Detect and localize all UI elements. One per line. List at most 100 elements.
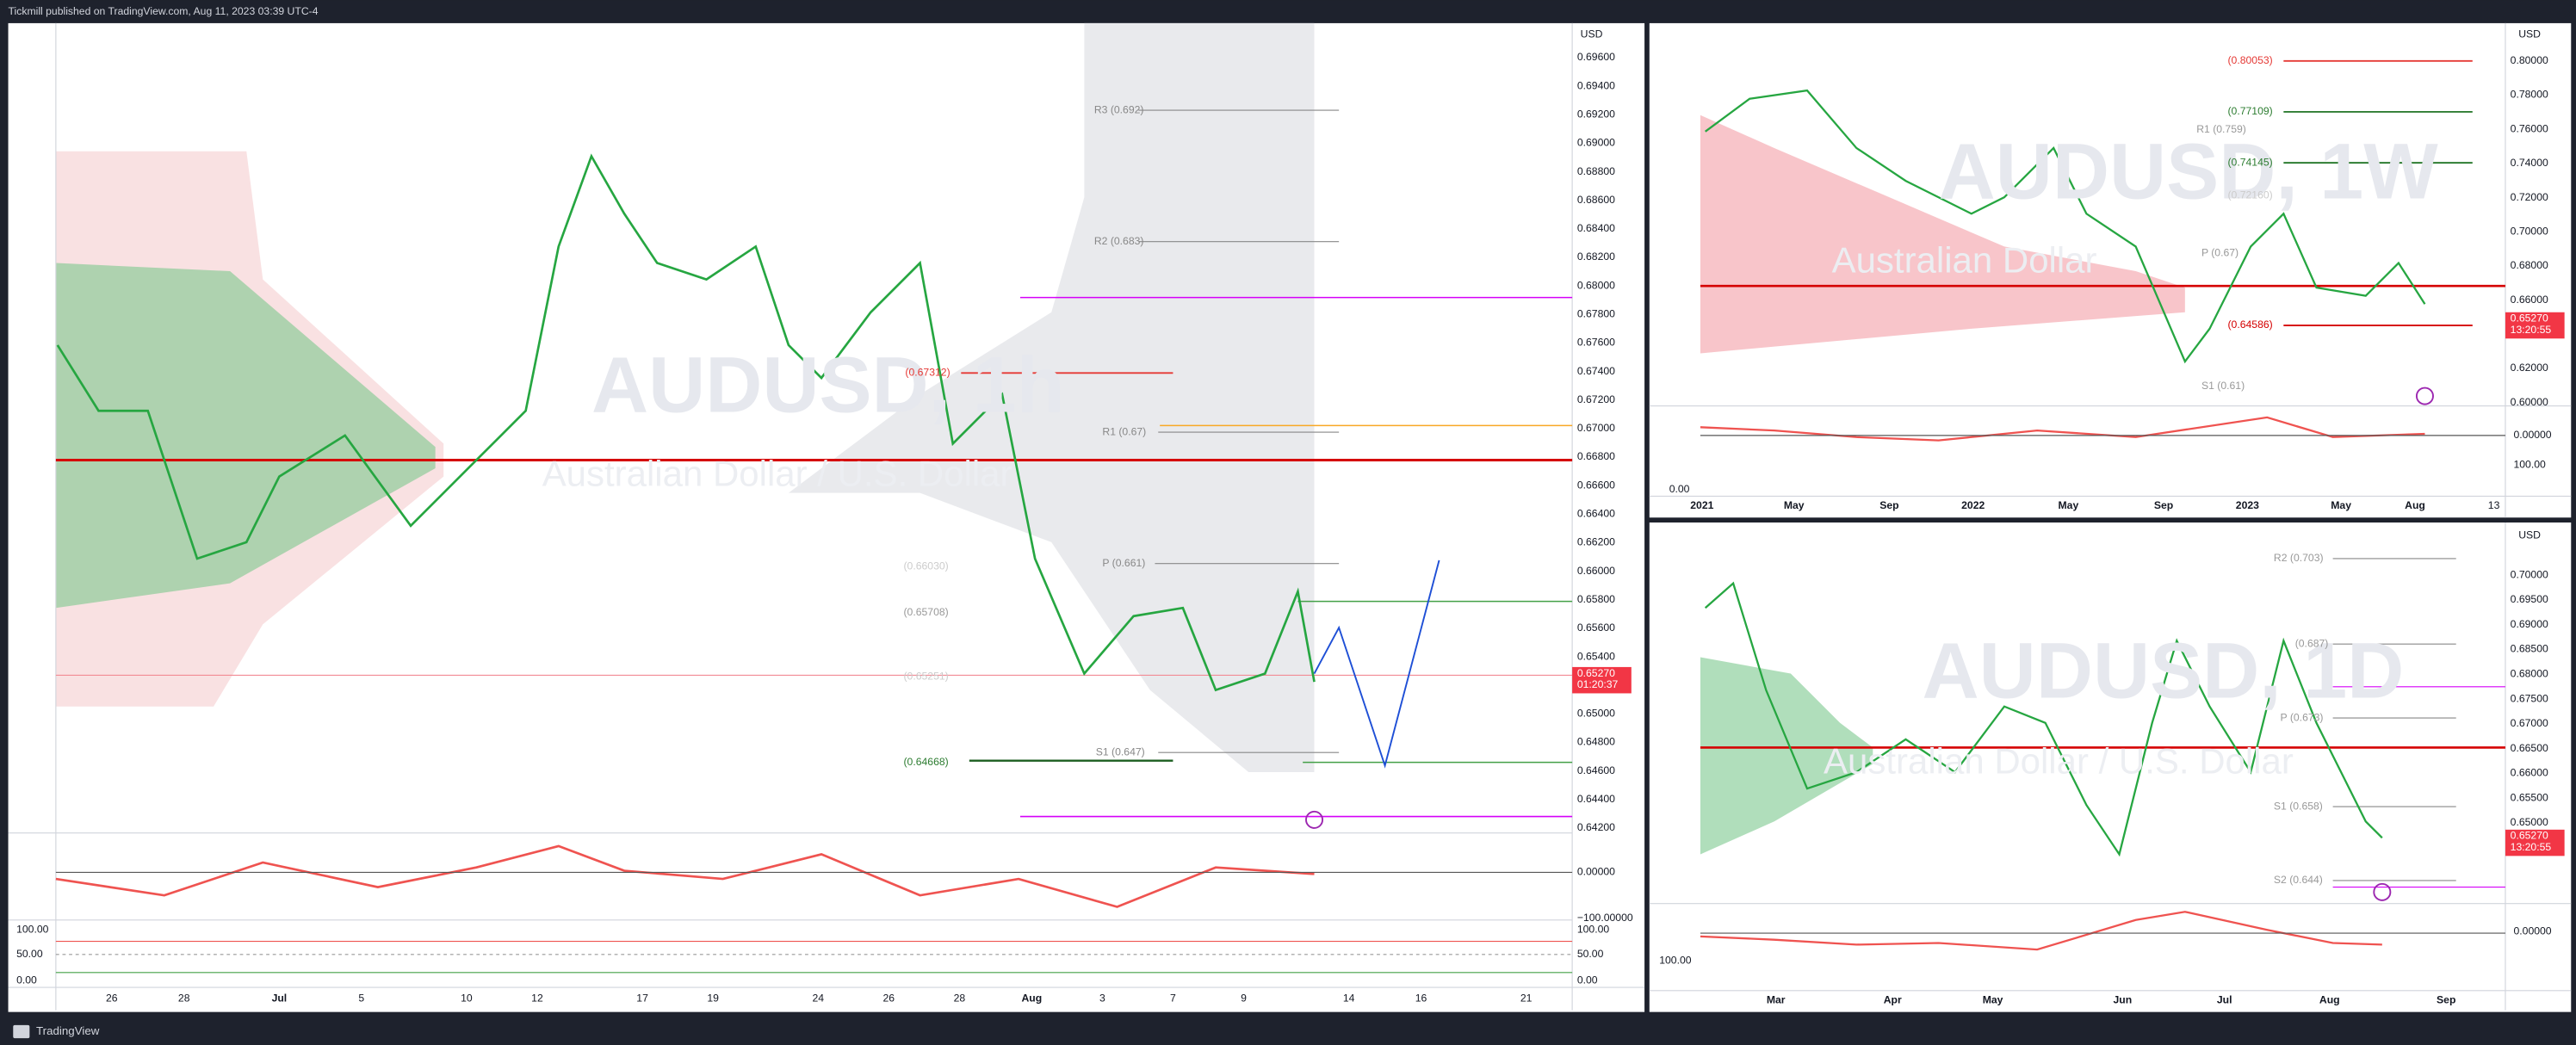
watermark-subtitle: Australian Dollar	[1832, 240, 2097, 281]
level-label: S2 (0.644)	[2274, 874, 2323, 886]
time-axis-label: May	[2331, 499, 2351, 511]
time-axis-label: 28	[954, 992, 966, 1005]
price-axis-label: 0.64200	[1577, 821, 1615, 833]
currency-label: USD	[2518, 529, 2541, 541]
volume-profile	[788, 22, 1315, 773]
time-axis-label: 16	[1415, 992, 1427, 1005]
currency-label: USD	[2518, 28, 2541, 40]
indicator-axis-label: 0.00	[1577, 974, 1598, 986]
price-axis-label: 0.64400	[1577, 793, 1615, 805]
price-axis-label: 0.65500	[2511, 791, 2548, 803]
event-icon	[2373, 882, 2392, 901]
level-label: R1 (0.759)	[2196, 123, 2246, 135]
price-tag-countdown: 13:20:55	[2511, 841, 2552, 853]
daily-decor	[1649, 522, 2572, 1011]
watermark: AUDUSD, 1D	[1923, 628, 2405, 715]
volume-profile-left-green	[55, 263, 436, 609]
price-axis-label: 0.68500	[2511, 643, 2548, 655]
price-axis-label: 0.74000	[2511, 157, 2548, 169]
event-icon	[2415, 386, 2434, 405]
time-axis-label: Jun	[2113, 993, 2132, 1005]
watermark: AUDUSD, 1h	[591, 342, 1065, 430]
level-label: (0.65251)	[903, 671, 948, 683]
price-axis-label: 0.67400	[1577, 365, 1615, 377]
weekly-decor	[1649, 22, 2572, 518]
price-axis-label: 0.68000	[2511, 667, 2548, 679]
price-axis-label: 0.67800	[1577, 308, 1615, 320]
price-tag-value: 0.65270	[1577, 667, 1615, 679]
left-scale-label: 100.00	[1659, 955, 1692, 967]
price-axis-label: 0.66800	[1577, 450, 1615, 462]
price-axis-label: 0.68800	[1577, 165, 1615, 177]
level-label: (0.65708)	[903, 606, 948, 618]
price-axis-label: 0.69200	[1577, 108, 1615, 120]
indicator-line	[1700, 911, 2382, 951]
time-axis-label: May	[1983, 993, 2003, 1005]
time-axis-label: Aug	[2319, 993, 2340, 1005]
price-axis-label: 0.67000	[1577, 422, 1615, 434]
left-scale-label: 50.00	[16, 948, 43, 960]
left-scale-label: 100.00	[16, 923, 49, 935]
price-axis-label: 0.64800	[1577, 736, 1615, 748]
time-axis-label: 2022	[1961, 499, 1985, 511]
time-axis-label: Sep	[2437, 993, 2455, 1005]
price-path	[1704, 581, 2383, 857]
level-label: P (0.673)	[2281, 711, 2324, 723]
time-axis-label: 5	[358, 992, 364, 1005]
time-axis-label: 2021	[1690, 499, 1713, 511]
level-label: S1 (0.61)	[2201, 380, 2245, 392]
price-tag	[1572, 666, 1632, 694]
time-axis-label: Jul	[272, 992, 288, 1005]
time-axis-label: 26	[106, 992, 118, 1005]
price-axis-label: 0.67000	[2511, 717, 2548, 729]
time-axis-label: 28	[178, 992, 190, 1005]
price-tag-value: 0.65270	[2511, 830, 2548, 842]
price-axis-label: 0.65800	[1577, 593, 1615, 605]
indicator-axis-label: 0.00000	[2513, 924, 2551, 937]
footer-brand: TradingView	[36, 1024, 100, 1037]
event-icon	[1305, 810, 1324, 829]
left-scale-label: 0.00	[1669, 483, 1690, 495]
price-axis-label: 0.66200	[1577, 536, 1615, 548]
time-axis-label: 7	[1170, 992, 1176, 1005]
indicator-axis-label: 100.00	[1577, 923, 1610, 935]
level-label: S1 (0.658)	[2274, 800, 2323, 812]
price-axis-label: 0.66000	[2511, 767, 2548, 779]
watermark-subtitle: Australian Dollar / U.S. Dollar	[1824, 741, 2294, 782]
price-axis-label: 0.68600	[1577, 194, 1615, 206]
volume-profile	[1700, 114, 2185, 354]
indicator-axis-label: 0.00000	[2513, 429, 2551, 441]
main-decor	[8, 22, 1645, 1011]
time-axis-label: 19	[707, 992, 719, 1005]
price-axis-label: 0.72000	[2511, 191, 2548, 203]
price-axis-label: 0.76000	[2511, 122, 2548, 134]
price-axis-label: 0.66400	[1577, 508, 1615, 520]
level-label: (0.77109)	[2227, 105, 2272, 117]
time-axis-label: May	[2059, 499, 2079, 511]
indicator-axis-label: 50.00	[1577, 948, 1604, 960]
price-axis-label: 0.68000	[2511, 259, 2548, 271]
time-axis-label: 21	[1520, 992, 1533, 1005]
time-axis-label: 10	[461, 992, 473, 1005]
price-axis-label: 0.69000	[2511, 618, 2548, 630]
brand-logo	[13, 1024, 30, 1039]
price-axis-label: 0.62000	[2511, 362, 2548, 374]
level-label: (0.72160)	[2227, 189, 2272, 201]
indicator-axis-label: 100.00	[2513, 458, 2546, 470]
time-axis-label: 9	[1241, 992, 1247, 1005]
indicator-axis-label: 0.00000	[1577, 866, 1615, 878]
time-axis-label: Mar	[1767, 993, 1786, 1005]
price-axis-label: 0.66000	[2511, 294, 2548, 306]
time-axis-label: Sep	[1879, 499, 1898, 511]
time-axis-label: 17	[636, 992, 648, 1005]
level-label: (0.67312)	[905, 367, 950, 379]
time-axis-label: 2023	[2236, 499, 2259, 511]
header-text: Tickmill published on TradingView.com, A…	[9, 5, 319, 17]
price-tag	[2505, 829, 2565, 856]
level-label: (0.64668)	[903, 756, 948, 768]
indicator-line	[1700, 416, 2425, 442]
price-axis-label: 0.65400	[1577, 650, 1615, 662]
price-axis-label: 0.66600	[1577, 479, 1615, 491]
projection	[1313, 560, 1440, 769]
